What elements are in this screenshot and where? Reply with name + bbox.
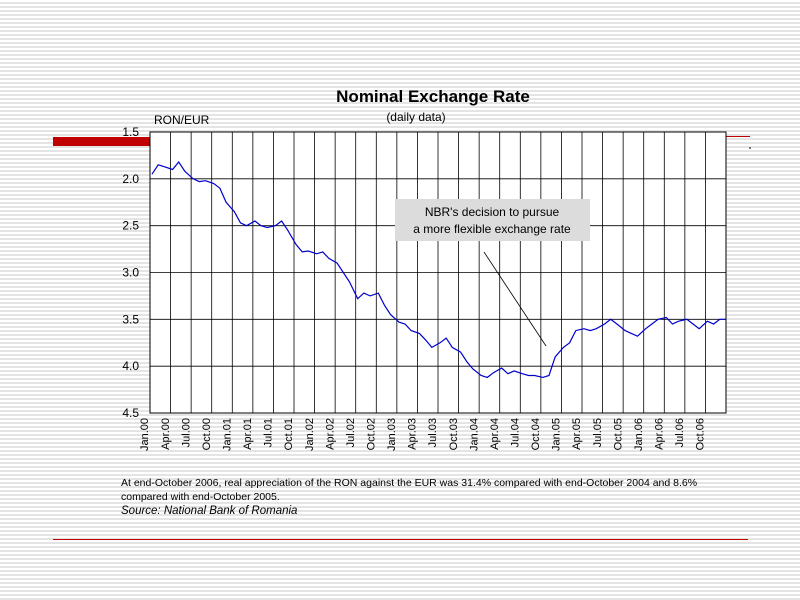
x-tick-label: Apr.01 [242, 418, 254, 450]
x-tick-label: Jul.05 [592, 418, 604, 447]
y-tick-label: 4.5 [122, 406, 139, 420]
x-tick-label: Jul.03 [427, 418, 439, 447]
x-tick-label: Jul.06 [674, 418, 686, 447]
x-tick-labels: Jan.00 Apr.00 Jul.00 Oct.00 Jan.01 Apr.01 Jul.… [139, 418, 706, 451]
x-tick-label: Oct.01 [283, 418, 295, 450]
x-tick-label: Jul.00 [180, 418, 192, 447]
footnote: At end-October 2006, real appreciation o… [121, 477, 698, 503]
chart-subtitle: (daily data) [386, 110, 445, 124]
x-tick-label: Oct.05 [612, 418, 624, 450]
x-tick-label: Apr.00 [160, 418, 172, 450]
y-tick-label: 2.5 [122, 219, 139, 233]
decor-dot [749, 147, 751, 149]
bottom-divider [53, 539, 748, 540]
x-tick-label: Jan.02 [304, 418, 316, 451]
x-tick-label: Oct.06 [695, 418, 707, 450]
y-tick-labels: 1.5 2.0 2.5 3.0 3.5 4.0 4.5 [122, 125, 139, 420]
y-tick-label: 2.0 [122, 172, 139, 186]
annotation-line-1: NBR's decision to pursue [425, 205, 560, 219]
y-tick-label: 1.5 [122, 125, 139, 139]
x-tick-label: Oct.02 [365, 418, 377, 450]
annotation-leader [483, 251, 547, 347]
x-tick-label: Jan.01 [221, 418, 233, 451]
x-tick-label: Oct.04 [530, 418, 542, 450]
x-tick-label: Apr.02 [324, 418, 336, 450]
annotation-line-2: a more flexible exchange rate [413, 222, 571, 236]
x-tick-label: Oct.00 [201, 418, 213, 450]
x-tick-label: Jul.02 [345, 418, 357, 447]
x-tick-label: Oct.03 [448, 418, 460, 450]
chart-title: Nominal Exchange Rate [336, 87, 530, 106]
y-tick-label: 4.0 [122, 359, 139, 373]
series-line [151, 160, 726, 379]
x-tick-label: Jul.01 [263, 418, 275, 447]
y-tick-label: 3.0 [122, 266, 139, 280]
x-tick-label: Jan.03 [386, 418, 398, 451]
x-tick-label: Apr.04 [489, 418, 501, 450]
y-axis-unit: RON/EUR [154, 113, 210, 127]
x-tick-label: Jan.04 [468, 418, 480, 451]
x-tick-label: Apr.06 [653, 418, 665, 450]
annotation-box [395, 199, 590, 241]
x-tick-label: Jul.04 [509, 418, 521, 447]
x-tick-label: Jan.05 [551, 418, 563, 451]
y-tick-label: 3.5 [122, 312, 139, 326]
x-tick-label: Jan.00 [139, 418, 151, 451]
x-tick-label: Apr.05 [571, 418, 583, 450]
source-note: Source: National Bank of Romania [121, 505, 298, 517]
x-tick-label: Apr.03 [407, 418, 419, 450]
grid [149, 131, 727, 414]
x-tick-label: Jan.06 [633, 418, 645, 451]
